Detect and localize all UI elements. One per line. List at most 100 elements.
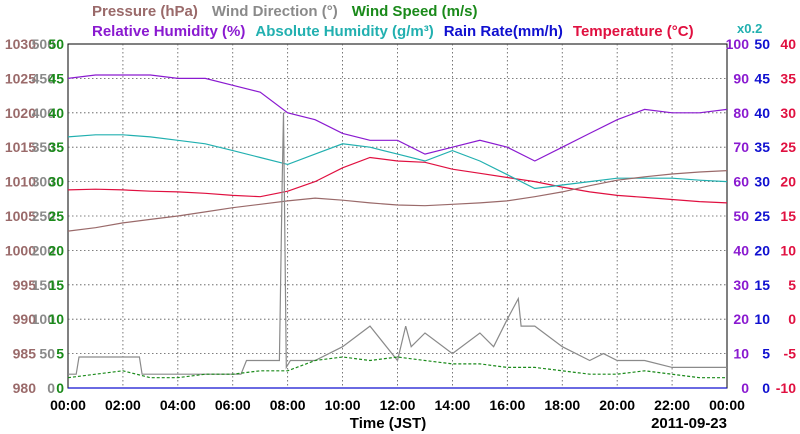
left-tick-label: 200 [32,242,56,258]
right-tick-label: 45 [754,70,770,86]
right-tick-label: 0 [762,380,770,396]
series-temperature-c [67,156,728,204]
left-tick-label: 500 [32,36,56,52]
legend: Pressure (hPa) Wind Direction (°) Wind Spe… [92,3,762,40]
legend-item: Rain Rate(mm/h) [444,23,563,40]
left-tick-label: 0 [56,380,64,396]
grid [67,43,728,389]
right-tick-label: 40 [780,36,796,52]
legend-scale-suffix: x0.2 [737,21,762,36]
legend-item: Wind Direction (°) [212,3,338,20]
left-tick-label: 1005 [5,208,36,224]
right-tick-label: 20 [780,174,796,190]
right-axes: 1009080706050403020100504540353025201510… [726,36,797,396]
left-tick-label: 990 [13,311,37,327]
left-tick-label: 250 [32,208,56,224]
left-tick-label: 350 [32,139,56,155]
right-tick-label: 100 [726,36,750,52]
left-tick-label: 50 [48,36,64,52]
x-tick-label: 06:00 [215,397,251,413]
x-tick-label: 00:00 [50,397,86,413]
right-tick-label: 5 [788,277,796,293]
left-tick-label: 20 [48,242,64,258]
x-tick-label: 22:00 [654,397,690,413]
legend-item: Temperature (°C) [573,23,694,40]
left-tick-label: 150 [32,277,56,293]
left-tick-label: 980 [13,380,37,396]
right-tick-label: 20 [754,242,770,258]
series-wind-speed-m-s [67,356,727,379]
right-tick-label: 30 [780,105,796,121]
x-tick-label: 08:00 [270,397,306,413]
left-tick-label: 400 [32,105,56,121]
right-tick-label: 35 [754,139,770,155]
x-axis-label: Time (JST) [350,415,426,432]
left-tick-label: 1015 [5,139,36,155]
right-tick-label: 70 [733,139,749,155]
series-lines [67,74,728,389]
left-tick-label: 1010 [5,174,36,190]
left-tick-label: 100 [32,311,56,327]
left-tick-label: 300 [32,174,56,190]
left-axes: 1030102510201015101010051000995990985980… [5,36,64,396]
right-tick-label: 40 [733,242,749,258]
right-tick-label: 15 [780,208,796,224]
series-relative-humidity [67,74,728,162]
right-tick-label: -10 [776,380,796,396]
x-tick-label: 20:00 [599,397,635,413]
right-tick-label: 25 [780,139,796,155]
left-tick-label: 450 [32,70,56,86]
left-tick-label: 40 [48,105,64,121]
x-tick-labels: 00:00 02:00 04:00 06:00 08:00 10:00 12:00 14:00… [50,397,745,413]
right-tick-label: 0 [741,380,749,396]
right-tick-label: 60 [733,174,749,190]
x-tick-label: 14:00 [435,397,471,413]
left-tick-label: 1025 [5,70,36,86]
right-tick-label: 10 [780,242,796,258]
right-tick-label: 50 [733,208,749,224]
right-tick-label: -5 [784,346,797,362]
left-tick-label: 10 [48,311,64,327]
right-tick-label: 25 [754,208,770,224]
date-label: 2011-09-23 [651,415,727,432]
right-tick-label: 50 [754,36,770,52]
left-tick-label: 5 [56,346,64,362]
x-tick-label: 04:00 [160,397,196,413]
legend-item: Wind Speed (m/s) [352,3,478,20]
legend-item: Relative Humidity (%) [92,23,245,40]
left-tick-label: 45 [48,70,64,86]
left-tick-label: 1000 [5,242,36,258]
left-tick-label: 35 [48,139,64,155]
right-tick-label: 40 [754,105,770,121]
x-tick-label: 02:00 [105,397,141,413]
left-tick-label: 15 [48,277,64,293]
right-tick-label: 80 [733,105,749,121]
right-tick-label: 10 [733,346,749,362]
series-wind-direction [68,112,727,375]
right-tick-label: 15 [754,277,770,293]
x-tick-label: 18:00 [544,397,580,413]
right-tick-label: 20 [733,311,749,327]
x-tick-label: 16:00 [489,397,525,413]
left-tick-label: 1030 [5,36,36,52]
legend-item: Pressure (hPa) [92,3,198,20]
series-absolute-humidity-g-m [67,134,728,190]
left-tick-label: 985 [13,346,37,362]
right-tick-label: 5 [762,346,770,362]
x-tick-label: 10:00 [325,397,361,413]
legend-item: Absolute Humidity (g/m³) [255,23,433,40]
left-tick-label: 25 [48,208,64,224]
x-tick-label: 00:00 [709,397,745,413]
x-tick-label: 12:00 [380,397,416,413]
right-tick-label: 35 [780,70,796,86]
left-tick-label: 30 [48,174,64,190]
series-pressure-hpa [67,170,728,232]
right-tick-label: 10 [754,311,770,327]
left-tick-label: 0 [47,380,55,396]
right-tick-label: 0 [788,311,796,327]
left-tick-label: 50 [39,346,55,362]
left-tick-label: 1020 [5,105,36,121]
right-tick-label: 30 [754,174,770,190]
right-tick-label: 30 [733,277,749,293]
